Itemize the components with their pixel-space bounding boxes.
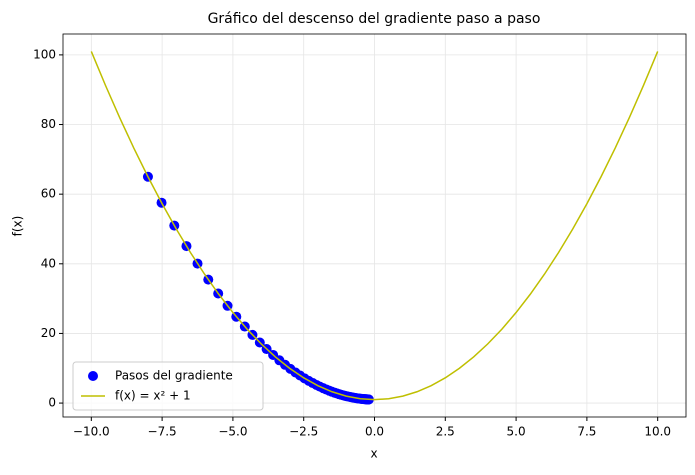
legend-label: f(x) = x² + 1 (115, 389, 191, 403)
y-tick-label: 60 (41, 187, 56, 201)
x-tick-label: 2.5 (436, 425, 455, 439)
y-tick-label: 0 (48, 396, 56, 410)
x-tick-label: −2.5 (289, 425, 318, 439)
y-axis-label: f(x) (11, 216, 25, 237)
x-tick-label: 7.5 (577, 425, 596, 439)
y-tick-label: 40 (41, 256, 56, 270)
y-tick-label: 20 (41, 326, 56, 340)
x-tick-label: −10.0 (73, 425, 110, 439)
x-tick-label: 5.0 (507, 425, 526, 439)
chart-title: Gráfico del descenso del gradiente paso … (208, 11, 541, 27)
x-tick-label: 0.0 (365, 425, 384, 439)
x-axis-label: x (370, 447, 377, 461)
x-tick-label: −7.5 (148, 425, 177, 439)
legend-marker (88, 371, 98, 381)
curve (90, 51, 659, 401)
y-tick-label: 80 (41, 117, 56, 131)
legend-label: Pasos del gradiente (115, 369, 233, 383)
axes-frame (62, 33, 687, 418)
y-tick-label: 100 (33, 47, 56, 61)
legend-box (72, 361, 264, 411)
x-tick-label: 10.0 (644, 425, 671, 439)
x-tick-label: −5.0 (218, 425, 247, 439)
